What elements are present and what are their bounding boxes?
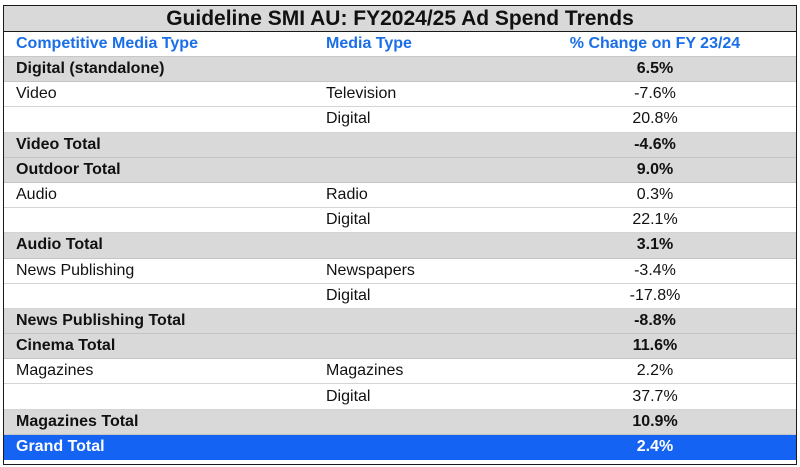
grand-total-label: Grand Total: [4, 434, 314, 460]
cell-pct-change: -8.8%: [514, 308, 796, 335]
cell-media-type: [314, 308, 514, 335]
grand-total-row: Grand Total 2.4%: [4, 434, 796, 460]
table-row: Video Television -7.6%: [4, 81, 796, 108]
cell-competitive-media-type: [4, 283, 314, 309]
grand-total-pct: 2.4%: [514, 434, 796, 460]
cell-pct-change: -17.8%: [514, 283, 796, 309]
cell-competitive-media-type: News Publishing Total: [4, 308, 314, 335]
cell-media-type: Newspapers: [314, 258, 514, 284]
table-row: Digital 20.8%: [4, 106, 796, 133]
total-row: Digital (standalone) 6.5%: [4, 56, 796, 83]
total-row: Outdoor Total 9.0%: [4, 157, 796, 183]
cell-media-type: Digital: [314, 383, 514, 410]
total-row: Video Total -4.6%: [4, 132, 796, 158]
cell-media-type: Digital: [314, 207, 514, 234]
cell-pct-change: 37.7%: [514, 383, 796, 410]
cell-media-type: [314, 56, 514, 83]
table-row: Digital 37.7%: [4, 383, 796, 410]
header-pct-change: % Change on FY 23/24: [514, 32, 796, 57]
cell-pct-change: 9.0%: [514, 157, 796, 183]
cell-competitive-media-type: Magazines: [4, 358, 314, 385]
cell-media-type: Digital: [314, 283, 514, 309]
cell-pct-change: -7.6%: [514, 81, 796, 108]
cell-competitive-media-type: Magazines Total: [4, 409, 314, 435]
table-row: Digital -17.8%: [4, 283, 796, 309]
total-row: Audio Total 3.1%: [4, 232, 796, 259]
cell-media-type: Television: [314, 81, 514, 108]
cell-media-type: [314, 232, 514, 259]
table-body: Digital (standalone) 6.5% Video Television -…: [4, 56, 796, 460]
total-row: News Publishing Total -8.8%: [4, 308, 796, 335]
cell-pct-change: 20.8%: [514, 106, 796, 133]
cell-media-type: [314, 333, 514, 360]
header-media-type: Media Type: [314, 32, 514, 57]
cell-media-type: Radio: [314, 182, 514, 209]
ad-spend-table: Competitive Media Type Media Type % Chan…: [4, 32, 796, 460]
cell-competitive-media-type: Cinema Total: [4, 333, 314, 360]
cell-pct-change: 0.3%: [514, 182, 796, 209]
cell-pct-change: 22.1%: [514, 207, 796, 234]
cell-pct-change: 3.1%: [514, 232, 796, 259]
cell-competitive-media-type: [4, 106, 314, 133]
cell-media-type: [314, 409, 514, 435]
table-row: Magazines Magazines 2.2%: [4, 358, 796, 385]
table-title: Guideline SMI AU: FY2024/25 Ad Spend Tre…: [4, 6, 796, 32]
table-row: News Publishing Newspapers -3.4%: [4, 258, 796, 284]
cell-pct-change: 6.5%: [514, 56, 796, 83]
cell-competitive-media-type: Digital (standalone): [4, 56, 314, 83]
table-row: Digital 22.1%: [4, 207, 796, 234]
cell-competitive-media-type: Audio Total: [4, 232, 314, 259]
cell-pct-change: -3.4%: [514, 258, 796, 284]
cell-media-type: [314, 132, 514, 158]
cell-media-type: Digital: [314, 106, 514, 133]
header-row: Competitive Media Type Media Type % Chan…: [4, 32, 796, 57]
ad-spend-table-frame: Guideline SMI AU: FY2024/25 Ad Spend Tre…: [3, 5, 797, 465]
table-row: Audio Radio 0.3%: [4, 182, 796, 209]
cell-pct-change: 2.2%: [514, 358, 796, 385]
grand-total-empty: [314, 434, 514, 460]
cell-competitive-media-type: News Publishing: [4, 258, 314, 284]
cell-pct-change: 11.6%: [514, 333, 796, 360]
cell-competitive-media-type: Video: [4, 81, 314, 108]
total-row: Magazines Total 10.9%: [4, 409, 796, 435]
header-competitive-media-type: Competitive Media Type: [4, 32, 314, 57]
cell-media-type: [314, 157, 514, 183]
total-row: Cinema Total 11.6%: [4, 333, 796, 360]
cell-competitive-media-type: Audio: [4, 182, 314, 209]
cell-competitive-media-type: [4, 383, 314, 410]
cell-pct-change: -4.6%: [514, 132, 796, 158]
cell-pct-change: 10.9%: [514, 409, 796, 435]
cell-media-type: Magazines: [314, 358, 514, 385]
cell-competitive-media-type: Outdoor Total: [4, 157, 314, 183]
cell-competitive-media-type: [4, 207, 314, 234]
cell-competitive-media-type: Video Total: [4, 132, 314, 158]
